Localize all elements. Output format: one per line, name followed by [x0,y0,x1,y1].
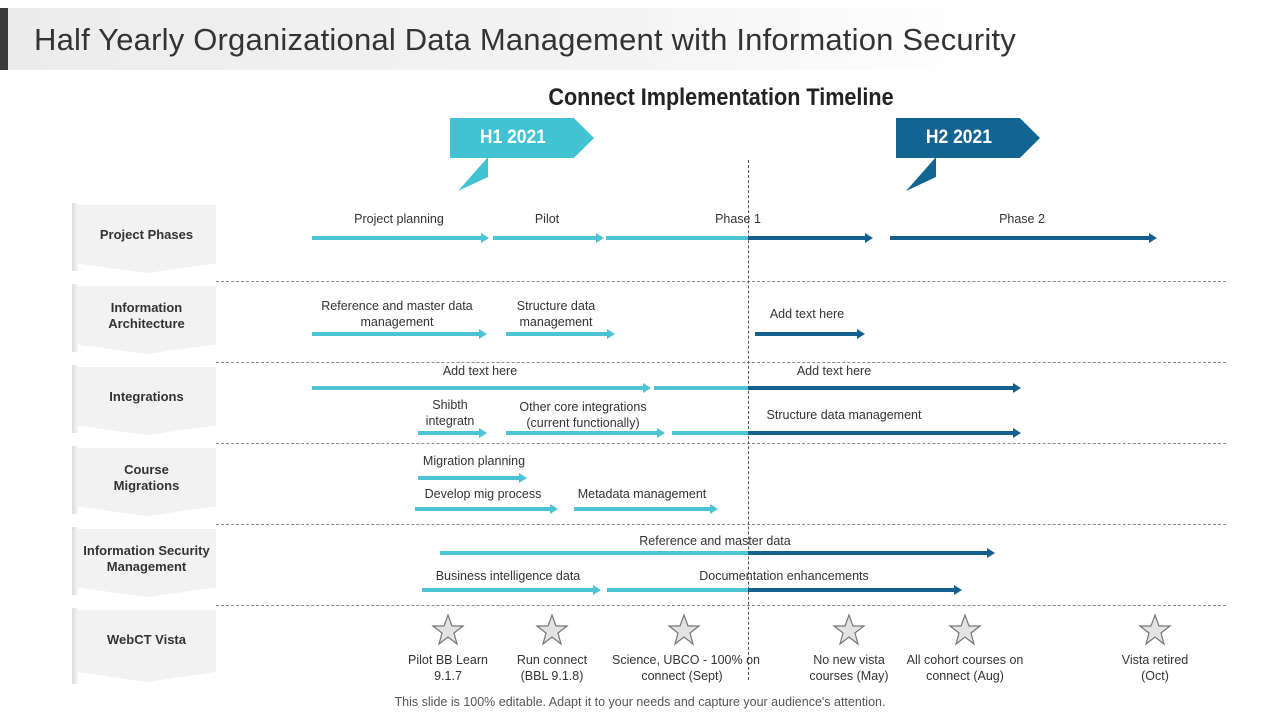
star-icon [431,613,465,646]
bar-phase1 [606,233,873,243]
row-shadow [72,608,78,684]
bar-pilot [493,233,604,243]
row-shadow [72,365,78,433]
bar-label-documentation: Documentation enhancements [699,569,869,583]
page-title: Half Yearly Organizational Data Manageme… [34,22,1016,57]
row-label-text: Information Architecture [108,300,185,331]
bar-label-pilot: Pilot [534,212,560,226]
bar-int-structure [672,428,1021,438]
star-icon [948,613,982,646]
bar-label-ia-add-text: Add text here [769,307,845,321]
bar-label-business-intel: Business intelligence data [435,569,581,583]
bar-ref-master [312,329,487,339]
footer-note: This slide is 100% editable. Adapt it to… [394,695,886,709]
bar-structure-data [506,329,615,339]
bar-label-structure-data: Structure data management [516,299,596,329]
milestone-line1: Pilot BB Learn [408,653,488,667]
milestone-line2: (Oct) [1141,669,1169,683]
milestone-line1: Vista retired [1121,653,1189,667]
bar-ia-add-text [755,329,865,339]
bar-label-shibth: Shibth integratn [425,398,475,428]
milestone-label: All cohort courses on connect (Aug) [895,652,1035,684]
milestone-line2: courses (May) [809,669,889,683]
row-label-information-architecture: Information Architecture [77,286,216,354]
bar-label-metadata-mgmt: Metadata management [577,487,707,501]
bar-documentation [607,585,962,595]
bar-business-intel [422,585,601,595]
bar-label-other-core: Other core integrations (current functio… [519,400,647,430]
row-shadow [72,446,78,514]
milestone-line2: connect (Sept) [641,669,723,683]
row-label-text: WebCT Vista [107,632,186,647]
bar-int-add-text-1 [312,383,651,393]
row-shadow [72,284,78,352]
bar-int-add-text-2 [654,383,1021,393]
milestone-label: Science, UBCO - 100% on connect (Sept) [612,652,760,684]
row-label-text: Integrations [109,389,184,404]
bar-label-phase1: Phase 1 [715,212,761,226]
title-bar: Half Yearly Organizational Data Manageme… [0,8,1016,70]
row-label-integrations: Integrations [77,367,216,435]
bar-phase2 [890,233,1157,243]
bar-migration-planning [418,473,527,483]
bar-label-ref-master: Reference and master data management [321,299,473,329]
period-divider [748,160,749,680]
title-accent [0,8,8,70]
bar-project-planning [312,233,489,243]
bar-label-int-add-text-1: Add text here [442,364,518,378]
bar-label-develop-mig: Develop mig process [424,487,542,501]
row-label-text: Course Migrations [113,462,180,493]
row-label-course-migrations: Course Migrations [77,448,216,516]
period-flag-h1-label: H1 2021 [479,127,547,148]
row-shadow [72,527,78,595]
row-separator [216,362,1226,363]
milestone-line2: connect (Aug) [926,669,1004,683]
row-label-webct-vista: WebCT Vista [77,610,216,682]
milestone-line1: No new vista [813,653,885,667]
bar-label-phase2: Phase 2 [999,212,1045,226]
milestone-label: Vista retired (Oct) [1085,652,1225,684]
bar-metadata-mgmt [574,504,718,514]
row-separator [216,281,1226,282]
star-icon [667,613,701,646]
milestone-line2: (BBL 9.1.8) [520,669,584,683]
row-separator [216,443,1226,444]
row-label-text: Project Phases [99,227,194,242]
bar-label-project-planning: Project planning [354,212,444,226]
row-label-text: Information Security Management [83,543,210,574]
star-icon [1138,613,1172,646]
milestone-line2: 9.1.7 [434,669,462,683]
bar-label-int-add-text-2: Add text here [796,364,872,378]
bar-develop-mig [415,504,558,514]
period-flag-h2-tail [906,157,936,191]
milestone-line1: Science, UBCO - 100% on [612,653,760,667]
bar-label-ref-master-data: Reference and master data [639,534,791,548]
timeline-title: Connect Implementation Timeline [548,84,894,111]
milestone-label: Pilot BB Learn 9.1.7 [378,652,518,684]
bar-shibth [418,428,487,438]
milestone-line1: Run connect [516,653,588,667]
row-separator [216,524,1226,525]
milestone-label: No new vista courses (May) [779,652,919,684]
bar-label-migration-planning: Migration planning [422,454,526,468]
row-label-information-security-management: Information Security Management [77,529,216,597]
period-flag-h2-label: H2 2021 [925,127,993,148]
period-flag-h1-tail [458,157,488,191]
period-flag-h1: H1 2021 [450,118,594,158]
row-separator [216,605,1226,606]
star-icon [535,613,569,646]
bar-other-core [506,428,665,438]
period-flag-h2: H2 2021 [896,118,1040,158]
bar-ref-master-data [440,548,995,558]
row-label-project-phases: Project Phases [77,205,216,273]
bar-label-int-structure: Structure data management [766,408,922,422]
star-icon [832,613,866,646]
row-shadow [72,203,78,271]
milestone-label: Run connect (BBL 9.1.8) [482,652,622,684]
milestone-line1: All cohort courses on [906,653,1024,667]
